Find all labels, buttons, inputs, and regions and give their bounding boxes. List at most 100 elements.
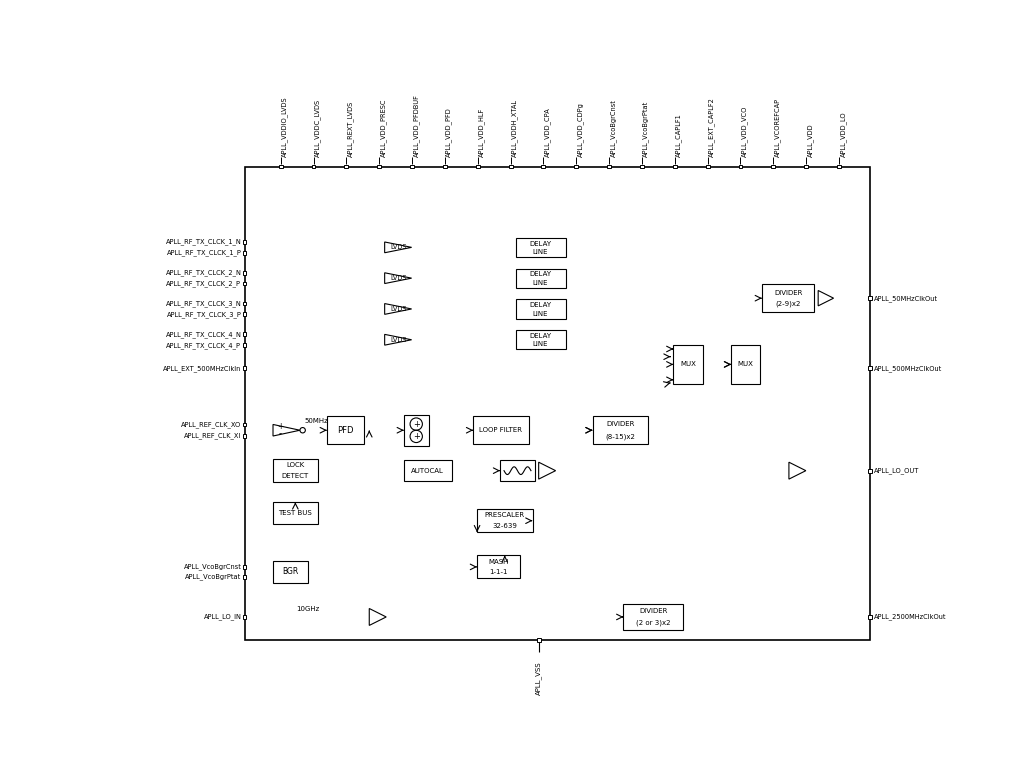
Text: DETECT: DETECT xyxy=(282,473,309,479)
Text: APLL_VDD_LO: APLL_VDD_LO xyxy=(840,111,847,156)
Text: APLL_500MHzClkOut: APLL_500MHzClkOut xyxy=(873,365,942,372)
Bar xyxy=(473,416,528,444)
Bar xyxy=(867,468,871,472)
Text: APLL_LO_IN: APLL_LO_IN xyxy=(204,614,242,620)
Bar xyxy=(344,165,348,168)
Text: DIVIDER: DIVIDER xyxy=(606,421,635,427)
Text: APLL_RF_TX_CLCK_1_P: APLL_RF_TX_CLCK_1_P xyxy=(167,250,242,256)
Bar xyxy=(245,166,869,640)
Text: 50MHz: 50MHz xyxy=(304,418,328,424)
Text: APLL_50MHzClkOut: APLL_50MHzClkOut xyxy=(873,295,938,302)
Bar xyxy=(673,165,677,168)
Bar xyxy=(837,165,841,168)
Bar xyxy=(327,416,364,444)
Text: LVDS: LVDS xyxy=(390,244,407,251)
Text: 1-1-1: 1-1-1 xyxy=(489,569,508,575)
Text: LINE: LINE xyxy=(532,310,548,317)
Bar xyxy=(477,509,532,532)
Text: APLL_RF_TX_CLCK_2_N: APLL_RF_TX_CLCK_2_N xyxy=(166,269,242,276)
Bar xyxy=(867,615,871,619)
Text: APLL_VDD_VCO: APLL_VDD_VCO xyxy=(741,105,748,156)
Text: APLL_VDD_CPA: APLL_VDD_CPA xyxy=(544,107,551,156)
Text: +: + xyxy=(276,422,283,431)
Bar xyxy=(515,238,565,257)
Text: APLL_RF_TX_CLCK_2_P: APLL_RF_TX_CLCK_2_P xyxy=(167,280,242,287)
Text: MASH: MASH xyxy=(488,559,509,565)
Text: AUTOCAL: AUTOCAL xyxy=(412,468,444,474)
Bar xyxy=(273,503,317,524)
Text: TEST BUS: TEST BUS xyxy=(279,510,312,516)
Text: APLL_EXT_500MHzClkIn: APLL_EXT_500MHzClkIn xyxy=(163,365,242,372)
Bar xyxy=(867,366,871,370)
Bar xyxy=(537,638,541,642)
Text: LOOP FILTER: LOOP FILTER xyxy=(479,427,522,433)
Bar xyxy=(515,268,565,288)
Bar xyxy=(674,345,702,384)
Text: APLL_VDD: APLL_VDD xyxy=(807,123,814,156)
Text: LVDS: LVDS xyxy=(390,337,407,343)
Text: LOCK: LOCK xyxy=(287,462,304,468)
Text: +: + xyxy=(413,432,420,441)
Text: PFD: PFD xyxy=(337,426,353,435)
Text: APLL_VDD_PFDBUF: APLL_VDD_PFDBUF xyxy=(413,93,420,156)
Bar xyxy=(273,561,307,583)
Text: APLL_CAPLF1: APLL_CAPLF1 xyxy=(676,113,682,156)
Bar xyxy=(443,165,446,168)
Text: MUX: MUX xyxy=(738,362,754,367)
Bar xyxy=(771,165,775,168)
Bar xyxy=(273,459,317,482)
Text: DELAY: DELAY xyxy=(529,333,552,339)
Bar xyxy=(243,271,247,275)
Bar xyxy=(243,366,247,370)
Text: APLL_VDDC_LVDS: APLL_VDDC_LVDS xyxy=(314,98,322,156)
Text: APLL_VDD_PFD: APLL_VDD_PFD xyxy=(445,107,453,156)
Bar xyxy=(574,165,579,168)
Text: APLL_LO_OUT: APLL_LO_OUT xyxy=(873,468,919,474)
Text: APLL_VDD_HLF: APLL_VDD_HLF xyxy=(478,107,485,156)
Bar xyxy=(411,165,414,168)
Text: LVDS: LVDS xyxy=(390,275,407,281)
Text: MUX: MUX xyxy=(680,362,696,367)
Bar xyxy=(476,165,479,168)
Text: APLL_VcoBgrPtat: APLL_VcoBgrPtat xyxy=(643,100,649,156)
Text: BGR: BGR xyxy=(283,567,298,576)
Bar xyxy=(403,460,452,482)
Bar xyxy=(243,251,247,254)
Bar xyxy=(731,345,761,384)
Bar xyxy=(500,460,535,482)
Bar xyxy=(867,296,871,300)
Text: (2 or 3)x2: (2 or 3)x2 xyxy=(636,620,671,626)
Bar xyxy=(243,282,247,286)
Bar xyxy=(640,165,644,168)
Text: APLL_VCOREFCAP: APLL_VCOREFCAP xyxy=(774,97,781,156)
Bar xyxy=(515,330,565,349)
Bar xyxy=(243,240,247,244)
Text: LVDS: LVDS xyxy=(390,306,407,312)
Bar xyxy=(243,302,247,306)
Text: APLL_REXT_LVDS: APLL_REXT_LVDS xyxy=(347,100,354,156)
Text: -: - xyxy=(279,429,282,438)
Text: APLL_RF_TX_CLCK_3_N: APLL_RF_TX_CLCK_3_N xyxy=(166,300,242,307)
Text: 32-639: 32-639 xyxy=(493,523,517,529)
Text: APLL_VDDIO_LVDS: APLL_VDDIO_LVDS xyxy=(282,96,288,156)
Text: APLL_RF_TX_CLCK_3_P: APLL_RF_TX_CLCK_3_P xyxy=(167,311,242,317)
Text: APLL_VSS: APLL_VSS xyxy=(536,661,542,696)
Bar xyxy=(515,300,565,318)
Text: +: + xyxy=(413,419,420,429)
Text: APLL_RF_TX_CLCK_1_N: APLL_RF_TX_CLCK_1_N xyxy=(166,239,242,245)
Bar xyxy=(243,565,247,569)
Bar xyxy=(243,422,247,426)
Bar xyxy=(542,165,546,168)
Text: DELAY: DELAY xyxy=(529,302,552,308)
Bar xyxy=(593,416,648,444)
Text: DELAY: DELAY xyxy=(529,272,552,277)
Bar xyxy=(243,615,247,619)
Bar xyxy=(311,165,315,168)
Bar xyxy=(706,165,710,168)
Text: APLL_RF_TX_CLCK_4_N: APLL_RF_TX_CLCK_4_N xyxy=(166,331,242,338)
Text: (8-15)x2: (8-15)x2 xyxy=(605,433,635,440)
Bar xyxy=(624,604,683,630)
Bar xyxy=(477,555,520,579)
Text: APLL_VcoBgrPtat: APLL_VcoBgrPtat xyxy=(185,573,242,580)
Bar xyxy=(762,284,814,312)
